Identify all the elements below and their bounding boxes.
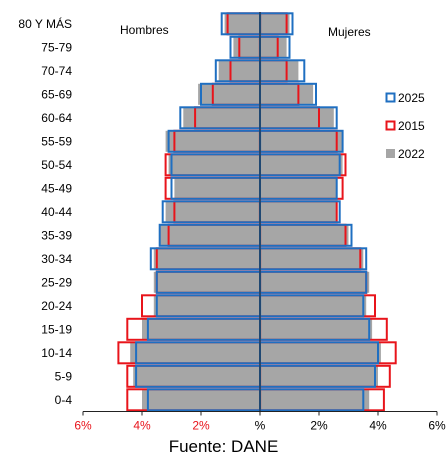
bar-2022-men-7 — [174, 177, 260, 199]
bar-2022-men-9 — [159, 224, 260, 246]
bar-2022-men-1 — [233, 36, 260, 58]
bar-2022-women-2 — [260, 60, 299, 82]
bar-2022-women-1 — [260, 36, 287, 58]
x-tick-label: 6% — [428, 419, 446, 433]
age-label: 15-19 — [41, 322, 72, 336]
bar-2022-women-3 — [260, 83, 314, 105]
bar-2022-women-5 — [260, 130, 343, 152]
age-label: 10-14 — [41, 346, 72, 360]
age-label: 60-64 — [41, 111, 72, 125]
age-label: 80 Y MÁS — [18, 16, 72, 31]
bar-2022-women-14 — [260, 342, 381, 364]
bar-2022-men-0 — [224, 13, 260, 35]
left-side-label: Hombres — [120, 23, 169, 37]
age-label: 70-74 — [41, 64, 72, 78]
right-side-label: Mujeres — [328, 25, 371, 39]
legend-swatch-2025 — [385, 92, 396, 103]
bar-2022-men-3 — [198, 83, 261, 105]
bar-2022-women-15 — [260, 365, 378, 387]
legend-label-2025: 2025 — [398, 91, 425, 105]
bar-2022-women-7 — [260, 177, 337, 199]
legend-label-2015: 2015 — [398, 119, 425, 133]
bar-2022-women-9 — [260, 224, 349, 246]
axes — [82, 12, 438, 416]
bar-2022-women-4 — [260, 107, 334, 129]
source-note: Fuente: DANE — [168, 437, 279, 456]
age-label: 5-9 — [55, 369, 73, 383]
x-tick-label: 4% — [133, 419, 151, 433]
age-label: 45-49 — [41, 181, 72, 195]
series-2022-bars — [130, 13, 381, 411]
age-labels: 80 Y MÁS 75-79 70-74 65-69 60-64 55-59 50-54 45… — [18, 16, 72, 407]
age-label: 25-29 — [41, 275, 72, 289]
bar-2022-men-10 — [153, 248, 260, 270]
bar-2022-women-16 — [260, 389, 370, 411]
bar-2022-men-15 — [133, 365, 260, 387]
age-label: 50-54 — [41, 158, 72, 172]
age-label: 55-59 — [41, 134, 72, 148]
bar-2022-men-6 — [168, 154, 261, 176]
legend: 2025 2015 2022 — [385, 91, 425, 161]
bar-2022-women-10 — [260, 248, 364, 270]
bar-2022-men-13 — [142, 318, 260, 340]
x-tick-labels: 6% 4% 2%% 2% 4% 6% — [74, 419, 446, 433]
bar-2022-men-12 — [153, 295, 260, 317]
bar-2022-men-4 — [183, 107, 260, 129]
x-tick-label: 2% — [310, 419, 328, 433]
bar-2022-women-0 — [260, 13, 290, 35]
age-label: 30-34 — [41, 252, 72, 266]
bar-2022-men-8 — [165, 201, 260, 223]
legend-label-2022: 2022 — [398, 147, 425, 161]
legend-swatch-2022 — [386, 149, 395, 158]
bar-2022-women-11 — [260, 271, 370, 293]
age-label: 65-69 — [41, 87, 72, 101]
bar-2022-men-2 — [218, 60, 260, 82]
age-label: 20-24 — [41, 299, 72, 313]
bar-2022-women-13 — [260, 318, 373, 340]
age-label: 0-4 — [55, 393, 73, 407]
x-tick-label: 2% — [192, 419, 210, 433]
population-pyramid-chart: 80 Y MÁS 75-79 70-74 65-69 60-64 55-59 50-54 45… — [18, 12, 446, 433]
bar-2022-women-6 — [260, 154, 343, 176]
bar-2022-men-14 — [130, 342, 260, 364]
bar-2022-men-16 — [142, 389, 260, 411]
bar-2022-women-12 — [260, 295, 367, 317]
x-tick-label: % — [255, 419, 266, 433]
x-tick-label: 6% — [74, 419, 92, 433]
bar-2022-women-8 — [260, 201, 337, 223]
age-label: 35-39 — [41, 228, 72, 242]
bar-2022-men-5 — [165, 130, 260, 152]
legend-swatch-2015 — [385, 120, 396, 131]
bar-2022-men-11 — [153, 271, 260, 293]
x-tick-label: 4% — [369, 419, 387, 433]
age-label: 75-79 — [41, 40, 72, 54]
age-label: 40-44 — [41, 205, 72, 219]
